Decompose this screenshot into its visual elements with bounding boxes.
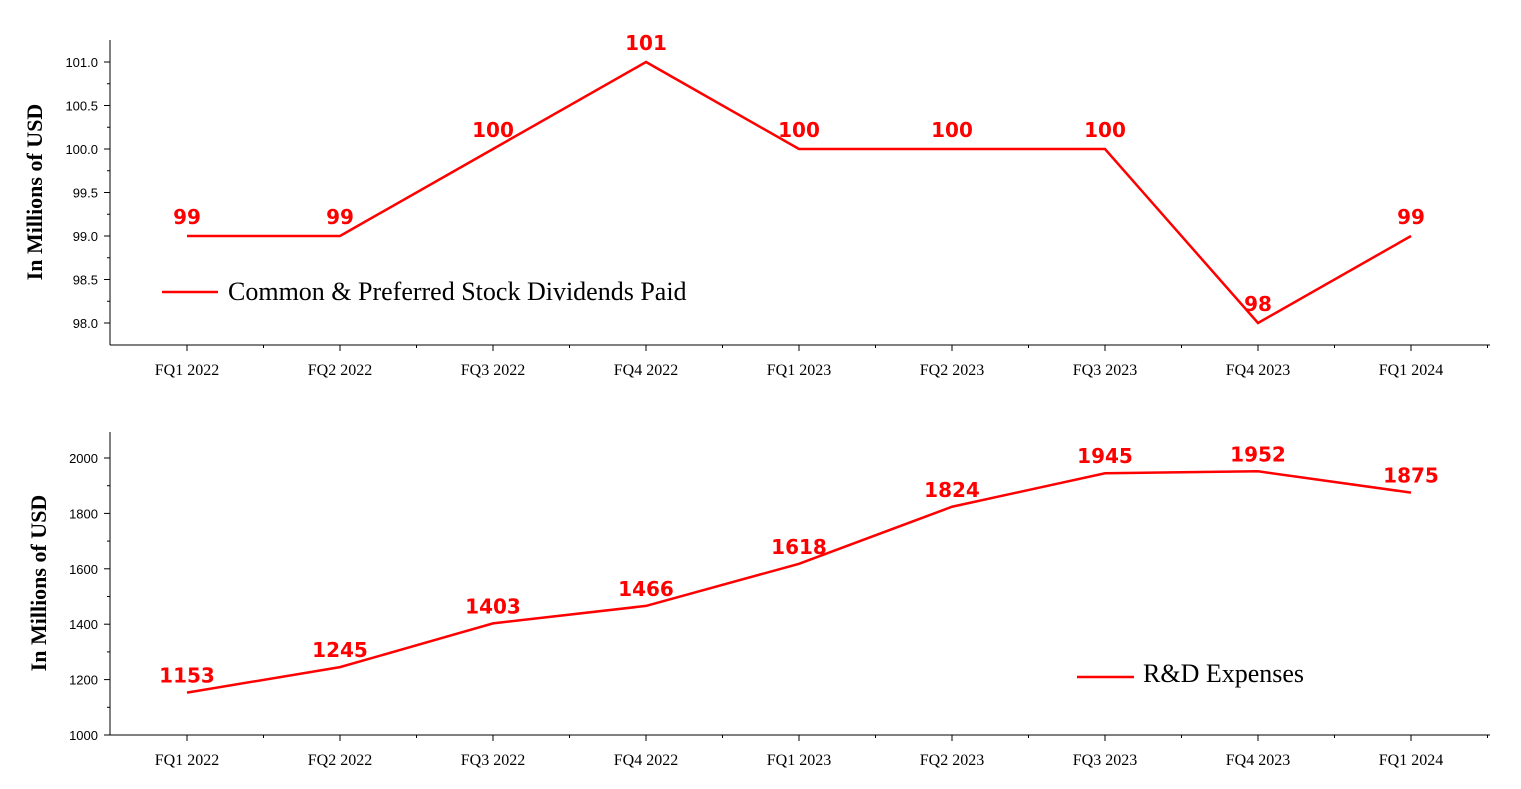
y-tick-label: 99.0 <box>73 229 98 244</box>
x-tick-label: FQ2 2023 <box>920 362 984 379</box>
data-label: 1875 <box>1383 464 1439 488</box>
data-label: 99 <box>1397 205 1425 229</box>
data-label: 1945 <box>1077 444 1133 468</box>
x-tick-label: FQ4 2023 <box>1226 362 1290 379</box>
y-tick-label: 1800 <box>69 506 98 521</box>
y-tick-label: 1400 <box>69 617 98 632</box>
data-label: 1618 <box>771 535 827 559</box>
y-tick-label: 1600 <box>69 562 98 577</box>
legend: Common & Preferred Stock Dividends Paid <box>162 277 687 306</box>
data-label: 100 <box>778 118 820 142</box>
y-tick-label: 100.5 <box>65 99 98 114</box>
y-tick-label: 100.0 <box>65 142 98 157</box>
x-tick-label: FQ1 2022 <box>155 362 219 379</box>
data-label: 1466 <box>618 577 674 601</box>
data-label: 1153 <box>159 664 215 688</box>
y-tick-label: 98.5 <box>73 273 98 288</box>
chart-panel-1: 98.0 98.5 99.0 99.5 100.0 100.5 101.0 FQ1 2022 F… <box>22 31 1490 379</box>
y-tick-label: 98.0 <box>73 316 98 331</box>
data-label: 100 <box>931 118 973 142</box>
y-tick-label: 99.5 <box>73 186 98 201</box>
data-label: 100 <box>1084 118 1126 142</box>
x-tick-label: FQ2 2023 <box>920 752 984 769</box>
data-label: 99 <box>326 205 354 229</box>
x-tick-label: FQ1 2023 <box>767 362 831 379</box>
x-tick-label: FQ1 2024 <box>1379 752 1443 769</box>
x-tick-label: FQ1 2022 <box>155 752 219 769</box>
y-axis-title: In Millions of USD <box>22 104 47 281</box>
legend-label: Common & Preferred Stock Dividends Paid <box>228 277 687 306</box>
x-tick-label: FQ1 2023 <box>767 752 831 769</box>
data-label: 99 <box>173 205 201 229</box>
y-tick-label: 1200 <box>69 673 98 688</box>
data-label: 98 <box>1244 292 1272 316</box>
data-label: 1245 <box>312 638 368 662</box>
data-label: 1824 <box>924 478 980 502</box>
legend: R&D Expenses <box>1077 659 1304 688</box>
y-tick-label: 101.0 <box>65 55 98 70</box>
y-axis-title: In Millions of USD <box>26 495 51 672</box>
x-tick-label: FQ3 2022 <box>461 362 525 379</box>
data-label: 1952 <box>1230 442 1286 466</box>
chart-panel-2: 1000 1200 1400 1600 1800 2000 FQ1 2022 FQ2 2022… <box>26 432 1490 769</box>
y-tick-label: 2000 <box>69 451 98 466</box>
x-tick-label: FQ4 2022 <box>614 752 678 769</box>
x-tick-label: FQ2 2022 <box>308 752 372 769</box>
data-label: 101 <box>625 31 667 55</box>
x-tick-label: FQ1 2024 <box>1379 362 1443 379</box>
x-tick-label: FQ3 2022 <box>461 752 525 769</box>
data-label: 100 <box>472 118 514 142</box>
x-tick-label: FQ4 2023 <box>1226 752 1290 769</box>
legend-label: R&D Expenses <box>1143 659 1304 688</box>
y-tick-label: 1000 <box>69 728 98 743</box>
data-label: 1403 <box>465 594 521 618</box>
x-tick-label: FQ3 2023 <box>1073 362 1137 379</box>
x-tick-label: FQ2 2022 <box>308 362 372 379</box>
x-tick-label: FQ3 2023 <box>1073 752 1137 769</box>
x-tick-label: FQ4 2022 <box>614 362 678 379</box>
